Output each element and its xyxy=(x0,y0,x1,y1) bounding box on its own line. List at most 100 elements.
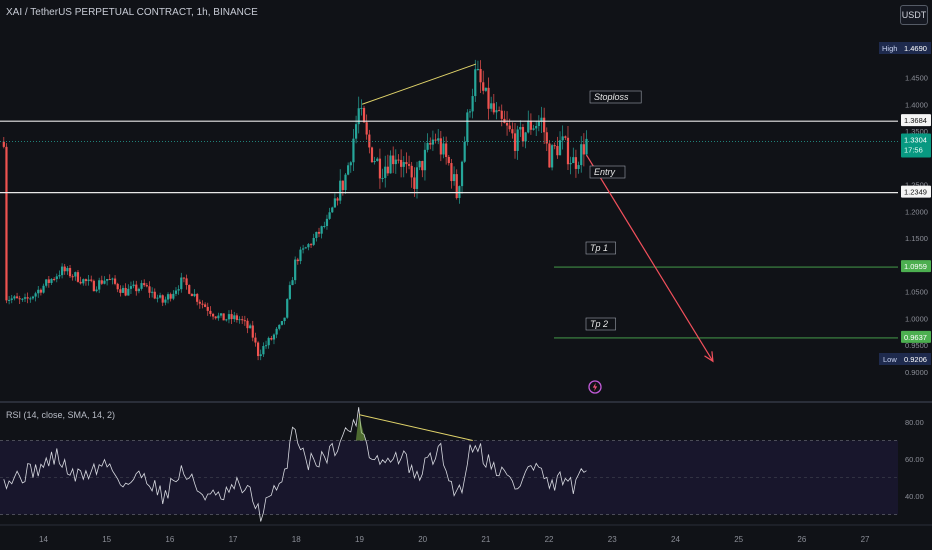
candle-body xyxy=(524,132,527,142)
candle-body xyxy=(31,296,35,299)
time-tick-label: 25 xyxy=(734,535,743,544)
currency-button[interactable]: USDT xyxy=(900,5,928,25)
candle-body xyxy=(238,319,241,321)
candle-body xyxy=(37,289,40,294)
candle-body xyxy=(339,180,342,201)
candle-body xyxy=(516,129,519,151)
candle-body xyxy=(272,334,276,340)
candle-body xyxy=(158,295,162,298)
candle-body xyxy=(492,103,495,113)
candle-body xyxy=(267,337,270,346)
candle-body xyxy=(312,237,315,245)
candle-body xyxy=(29,298,32,300)
candle-body xyxy=(389,155,392,174)
entry-price-badge: 1.2349 xyxy=(904,188,927,197)
tp1-price-badge: 1.0959 xyxy=(904,262,927,271)
candle-body xyxy=(564,136,567,138)
candle-body xyxy=(527,120,530,133)
candle-body xyxy=(423,149,427,171)
candle-body xyxy=(68,268,72,277)
tp1-price-badge-bg xyxy=(901,260,931,273)
candle-body xyxy=(2,141,5,147)
price-tick-label: 1.0000 xyxy=(905,314,928,323)
candle-body xyxy=(410,165,413,178)
entry-label: Entry xyxy=(594,167,616,177)
candle-body xyxy=(251,325,254,338)
candle-body xyxy=(553,145,556,147)
candle-body xyxy=(558,140,562,156)
candle-body xyxy=(217,315,220,319)
candle-body xyxy=(151,291,154,293)
candle-body xyxy=(585,138,588,155)
candle-body xyxy=(352,138,355,163)
time-tick-label: 22 xyxy=(545,535,554,544)
candle-body xyxy=(82,279,85,284)
tp1-label-box xyxy=(585,241,616,255)
candle-body xyxy=(140,283,143,289)
candle-body xyxy=(429,142,432,145)
candle-body xyxy=(344,174,347,191)
candle-body xyxy=(402,162,405,167)
candle-body xyxy=(479,68,482,83)
candle-body xyxy=(397,159,400,161)
time-tick-label: 26 xyxy=(797,535,806,544)
tp2-label-box xyxy=(585,317,616,331)
time-tick-label: 20 xyxy=(418,535,427,544)
high-tag-label: High xyxy=(882,44,897,53)
candle-body xyxy=(132,284,135,287)
candle-body xyxy=(569,163,572,165)
candle-body xyxy=(95,289,98,292)
candle-body xyxy=(490,103,493,109)
candle-body xyxy=(66,268,69,272)
candle-body xyxy=(219,313,223,316)
chart-title: XAI / TetherUS PERPETUAL CONTRACT, 1h, B… xyxy=(6,7,258,18)
tp2-price-badge: 0.9637 xyxy=(904,333,927,342)
rsi-divergence-trendline xyxy=(358,414,473,441)
candle-body xyxy=(182,277,186,279)
candle-body xyxy=(302,248,305,250)
candle-body xyxy=(445,143,448,157)
current-price-badge-bg xyxy=(901,133,931,158)
candle-body xyxy=(135,284,138,292)
candle-body xyxy=(577,165,580,169)
candle-body xyxy=(365,122,368,135)
time-tick-label: 23 xyxy=(608,535,617,544)
candle-body xyxy=(166,294,170,300)
candle-body xyxy=(153,291,156,299)
candle-body xyxy=(288,285,291,300)
candle-body xyxy=(320,226,323,234)
rsi-title: RSI (14, close, SMA, 14, 2) xyxy=(6,410,116,420)
candle-body xyxy=(354,124,358,139)
candle-body xyxy=(129,286,133,289)
candle-body xyxy=(241,319,244,321)
low-value-bg xyxy=(901,353,931,365)
candle-body xyxy=(450,163,453,182)
time-tick-label: 21 xyxy=(481,535,490,544)
stoploss-label: Stoploss xyxy=(594,92,629,102)
candle-body xyxy=(193,293,196,297)
candle-body xyxy=(63,266,66,272)
candle-body xyxy=(84,279,88,282)
pane-separator xyxy=(0,401,932,403)
lightning-bolt-icon[interactable] xyxy=(588,380,602,394)
candle-body xyxy=(214,316,217,319)
candle-body xyxy=(156,297,159,299)
rsi-tick-label: 80.00 xyxy=(905,418,924,427)
candle-body xyxy=(505,122,509,126)
candle-body xyxy=(582,144,585,155)
candle-body xyxy=(294,259,297,281)
candle-body xyxy=(384,166,387,178)
candle-body xyxy=(211,313,215,317)
candle-body xyxy=(476,68,480,70)
candles xyxy=(2,59,588,361)
candle-body xyxy=(71,276,74,278)
price-tick-label: 1.2500 xyxy=(905,181,928,190)
time-tick-label: 18 xyxy=(292,535,301,544)
candle-body xyxy=(415,167,419,189)
rsi-band-fill xyxy=(0,440,898,515)
price-tick-label: 0.9500 xyxy=(905,341,928,350)
candle-body xyxy=(143,283,146,286)
high-tag-bg xyxy=(879,42,901,54)
